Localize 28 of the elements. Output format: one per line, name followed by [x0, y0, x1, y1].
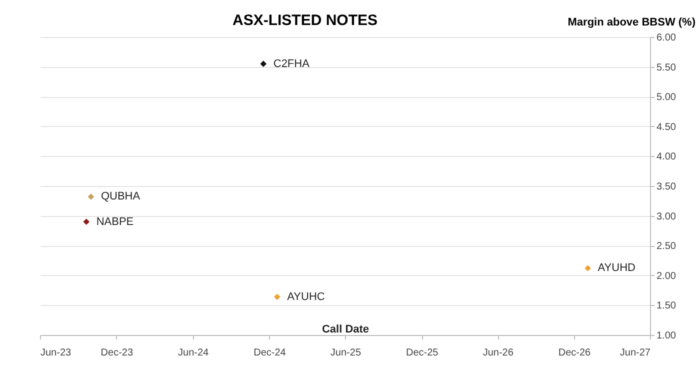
series-label: NABPE [96, 216, 134, 228]
y-tick-label: 4.00 [656, 152, 676, 163]
x-axis-title: Call Date [322, 324, 370, 336]
y-tick-label: 3.50 [656, 182, 676, 192]
y-tick-label: 3.00 [656, 211, 676, 222]
x-tick-label: Jun-27 [620, 348, 651, 358]
y-tick-label: 1.00 [656, 330, 676, 342]
chart-title: ASX-LISTED NOTES [232, 12, 378, 29]
series-label: QUBHA [100, 190, 141, 203]
series-label: C2FHA [273, 58, 310, 70]
y-tick-label: 5.50 [656, 62, 676, 74]
x-tick-label: Dec-26 [558, 348, 592, 358]
x-tick-label: Dec-24 [254, 348, 286, 358]
y-tick-label: 2.00 [656, 270, 676, 282]
y-tick-label: 2.50 [656, 241, 676, 252]
y-axis-title: Margin above BBSW (%) [568, 16, 696, 28]
y-tick-label: 1.50 [656, 300, 676, 312]
x-tick-label: Jun-23 [40, 348, 72, 358]
x-tick-label: Jun-24 [178, 348, 210, 358]
x-tick-label: Jun-25 [330, 348, 362, 358]
x-tick-label: Dec-25 [406, 348, 439, 358]
y-tick-label: 4.50 [656, 122, 676, 133]
series-label: AYUHD [598, 262, 636, 274]
y-tick-label: 5.00 [656, 92, 676, 104]
series-label: AYUHC [287, 290, 325, 303]
x-tick-label: Dec-23 [100, 348, 134, 358]
y-tick-label: 6.00 [656, 32, 676, 44]
x-tick-label: Jun-26 [482, 348, 514, 358]
